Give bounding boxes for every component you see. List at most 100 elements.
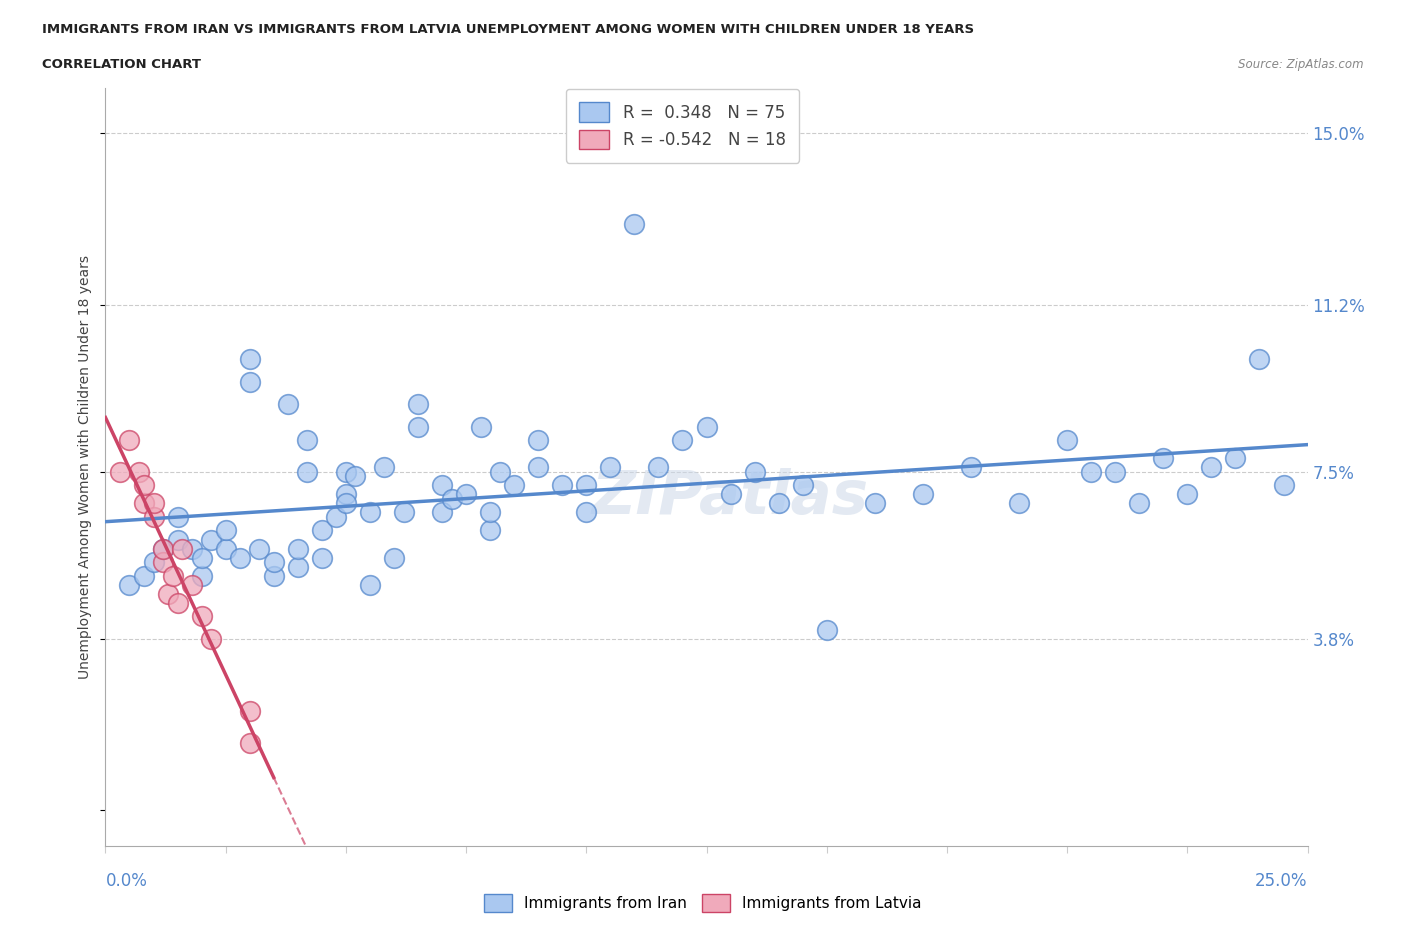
Point	[479, 505, 502, 520]
Point	[166, 532, 188, 547]
Point	[277, 397, 299, 412]
Point	[551, 478, 574, 493]
Point	[142, 554, 165, 569]
Point	[359, 505, 381, 520]
Text: ZIPatlas: ZIPatlas	[592, 468, 869, 527]
Point	[335, 496, 357, 511]
Point	[152, 554, 174, 569]
Point	[623, 217, 645, 232]
Point	[1056, 432, 1078, 447]
Point	[118, 578, 141, 592]
Point	[1175, 487, 1198, 502]
Point	[1080, 464, 1102, 479]
Point	[720, 487, 742, 502]
Point	[382, 551, 405, 565]
Point	[190, 568, 212, 583]
Point	[214, 541, 236, 556]
Point	[815, 622, 838, 637]
Point	[229, 551, 252, 565]
Point	[239, 374, 262, 389]
Point	[344, 469, 367, 484]
Point	[575, 505, 598, 520]
Point	[287, 541, 309, 556]
Text: 25.0%: 25.0%	[1256, 872, 1308, 890]
Point	[406, 397, 429, 412]
Point	[239, 735, 262, 750]
Text: IMMIGRANTS FROM IRAN VS IMMIGRANTS FROM LATVIA UNEMPLOYMENT AMONG WOMEN WITH CHI: IMMIGRANTS FROM IRAN VS IMMIGRANTS FROM …	[42, 23, 974, 36]
Point	[263, 568, 285, 583]
Text: Source: ZipAtlas.com: Source: ZipAtlas.com	[1239, 58, 1364, 71]
Legend: R =  0.348   N = 75, R = -0.542   N = 18: R = 0.348 N = 75, R = -0.542 N = 18	[567, 89, 799, 163]
Point	[1128, 496, 1150, 511]
Point	[132, 568, 155, 583]
Point	[768, 496, 790, 511]
Point	[1104, 464, 1126, 479]
Point	[132, 478, 155, 493]
Point	[671, 432, 693, 447]
Point	[470, 419, 492, 434]
Y-axis label: Unemployment Among Women with Children Under 18 years: Unemployment Among Women with Children U…	[77, 256, 91, 679]
Point	[1249, 352, 1271, 366]
Point	[128, 464, 150, 479]
Point	[335, 464, 357, 479]
Point	[166, 595, 188, 610]
Point	[792, 478, 814, 493]
Text: 0.0%: 0.0%	[105, 872, 148, 890]
Point	[1272, 478, 1295, 493]
Legend: Immigrants from Iran, Immigrants from Latvia: Immigrants from Iran, Immigrants from La…	[478, 888, 928, 918]
Point	[392, 505, 415, 520]
Point	[325, 510, 347, 525]
Point	[359, 578, 381, 592]
Point	[263, 554, 285, 569]
Point	[311, 551, 333, 565]
Point	[152, 541, 174, 556]
Point	[479, 523, 502, 538]
Point	[239, 703, 262, 718]
Point	[527, 460, 550, 475]
Point	[311, 523, 333, 538]
Point	[599, 460, 621, 475]
Point	[575, 478, 598, 493]
Point	[406, 419, 429, 434]
Point	[911, 487, 934, 502]
Point	[190, 609, 212, 624]
Point	[287, 559, 309, 574]
Point	[335, 487, 357, 502]
Point	[156, 586, 179, 601]
Point	[1225, 451, 1247, 466]
Point	[527, 432, 550, 447]
Point	[118, 432, 141, 447]
Point	[744, 464, 766, 479]
Point	[162, 568, 184, 583]
Point	[247, 541, 270, 556]
Point	[647, 460, 669, 475]
Point	[696, 419, 718, 434]
Point	[108, 464, 131, 479]
Point	[503, 478, 526, 493]
Point	[132, 496, 155, 511]
Point	[239, 352, 262, 366]
Point	[863, 496, 886, 511]
Point	[1152, 451, 1174, 466]
Point	[214, 523, 236, 538]
Point	[172, 541, 194, 556]
Point	[142, 496, 165, 511]
Point	[181, 541, 204, 556]
Point	[488, 464, 510, 479]
Point	[166, 510, 188, 525]
Point	[297, 432, 319, 447]
Point	[430, 505, 453, 520]
Point	[373, 460, 395, 475]
Point	[181, 578, 204, 592]
Point	[200, 532, 222, 547]
Point	[430, 478, 453, 493]
Point	[1008, 496, 1031, 511]
Point	[440, 491, 463, 506]
Point	[297, 464, 319, 479]
Point	[200, 631, 222, 646]
Point	[1201, 460, 1223, 475]
Text: CORRELATION CHART: CORRELATION CHART	[42, 58, 201, 71]
Point	[960, 460, 983, 475]
Point	[190, 551, 212, 565]
Point	[142, 510, 165, 525]
